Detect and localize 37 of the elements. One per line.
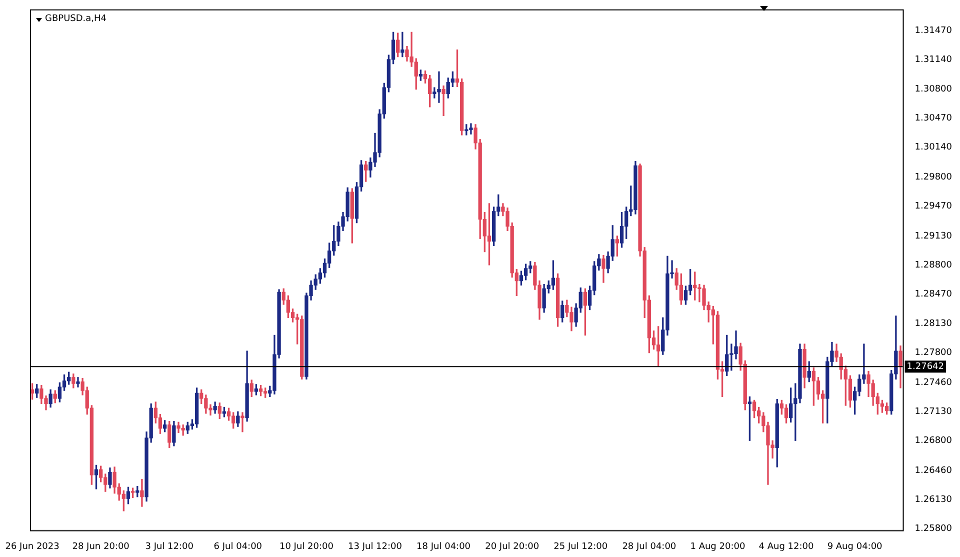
y-tick-label: 1.29130 <box>914 231 952 242</box>
x-tick-label: 4 Aug 12:00 <box>758 542 814 552</box>
y-tick-label: 1.28800 <box>914 260 952 270</box>
y-tick-label: 1.31140 <box>914 54 952 65</box>
x-tick-label: 3 Jul 12:00 <box>145 542 194 552</box>
y-tick-label: 1.30140 <box>914 142 952 153</box>
text: GBPUSD.a,H4 <box>45 14 107 24</box>
x-tick-label: 18 Jul 04:00 <box>416 542 471 552</box>
candlestick <box>140 478 144 507</box>
y-tick-label: 1.28130 <box>914 319 952 330</box>
candlestick <box>76 377 80 388</box>
x-tick-label: 10 Jul 20:00 <box>279 542 334 552</box>
y-tick-label: 1.27800 <box>914 348 952 358</box>
y-tick-label: 1.26130 <box>914 494 952 505</box>
x-tick-label: 20 Jul 20:00 <box>485 542 540 552</box>
candlestick <box>442 85 446 116</box>
y-tick-label: 1.31470 <box>914 26 952 36</box>
y-tick-label: 1.27130 <box>914 406 952 417</box>
y-tick-label: 1.29800 <box>914 172 952 182</box>
y-tick-label: 1.25800 <box>914 524 952 534</box>
y-tick-label: 1.30470 <box>914 114 952 124</box>
ref-line-label: 1.27642 <box>906 362 944 372</box>
x-tick-label: 25 Jul 12:00 <box>554 542 608 552</box>
x-tick-label: 28 Jun 20:00 <box>72 542 130 552</box>
x-tick-label: 26 Jun 2023 <box>5 542 60 552</box>
y-tick-label: 1.27460 <box>914 378 952 388</box>
y-tick-label: 1.29470 <box>914 201 952 212</box>
y-tick-label: 1.26460 <box>914 466 952 476</box>
y-tick-label: 1.30800 <box>914 84 952 95</box>
y-tick-label: 1.26800 <box>914 436 952 446</box>
x-tick-label: 6 Jul 04:00 <box>214 542 262 552</box>
x-tick-label: 13 Jul 12:00 <box>348 542 402 552</box>
x-tick-label: 1 Aug 20:00 <box>690 542 746 552</box>
x-tick-label: 9 Aug 04:00 <box>827 542 883 552</box>
candlestick <box>240 412 244 432</box>
x-tick-label: 28 Jul 04:00 <box>622 542 676 552</box>
y-tick-label: 1.28470 <box>914 289 952 300</box>
